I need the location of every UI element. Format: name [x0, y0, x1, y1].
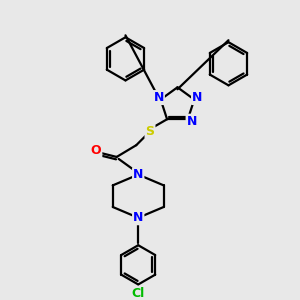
Text: N: N [133, 168, 143, 181]
Text: O: O [91, 144, 101, 157]
Text: N: N [192, 91, 202, 104]
Text: N: N [187, 115, 197, 128]
Text: N: N [133, 211, 143, 224]
Text: S: S [146, 125, 154, 138]
Text: Cl: Cl [132, 287, 145, 300]
Text: N: N [154, 91, 164, 104]
